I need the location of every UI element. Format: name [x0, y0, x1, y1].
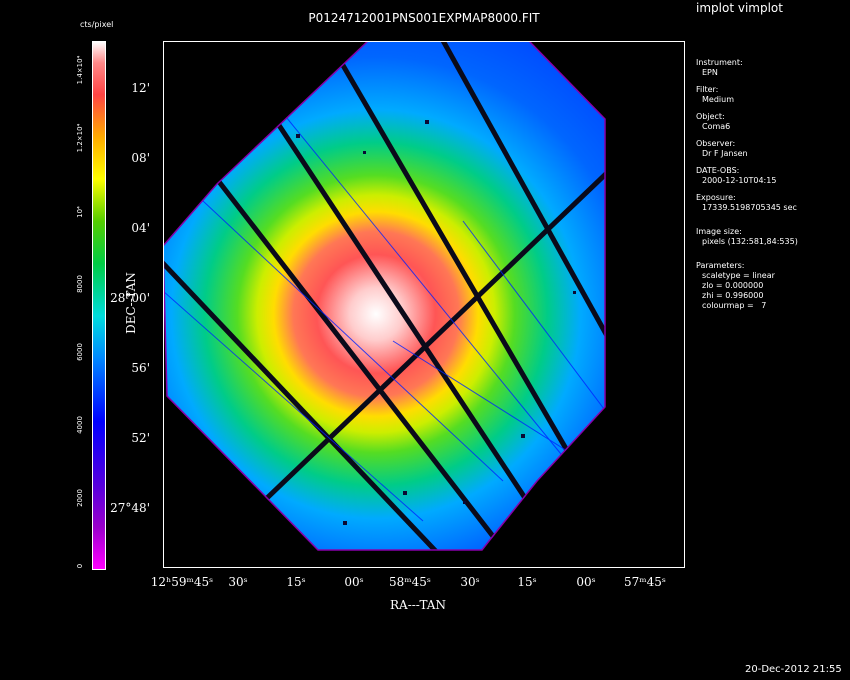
y-tick-label: 52': [131, 431, 150, 445]
info-date-obs: DATE-OBS: 2000-12-10T04:15: [696, 166, 846, 186]
info-value: 17339.5198705345 sec: [702, 203, 797, 212]
y-tick-label: 28°00': [110, 291, 150, 305]
info-object: Object: Coma6: [696, 112, 846, 132]
x-tick-label: 12ʰ59ᵐ45ˢ: [150, 575, 214, 589]
info-value: Coma6: [702, 122, 731, 131]
info-value: zlo = 0.000000: [702, 281, 764, 290]
info-value: colourmap = 7: [702, 301, 767, 310]
info-value: pixels (132:581,84:535): [702, 237, 798, 246]
y-tick-label: 27°48': [110, 501, 150, 515]
x-tick-label: 00ˢ: [344, 575, 364, 589]
info-key: DATE-OBS:: [696, 166, 740, 175]
x-tick-label: 58ᵐ45ˢ: [389, 575, 431, 589]
plot-frame: [163, 41, 685, 568]
y-tick-label: 04': [131, 221, 150, 235]
colorbar-label: 1.4×10⁴: [76, 55, 84, 85]
info-key: Instrument:: [696, 58, 743, 67]
info-key: Observer:: [696, 139, 736, 148]
x-tick-label: 30ˢ: [228, 575, 248, 589]
info-exposure: Exposure: 17339.5198705345 sec: [696, 193, 846, 213]
colorbar-label: 1.2×10⁴: [76, 123, 84, 153]
colorbar-unit-label: cts/pixel: [80, 20, 114, 29]
timestamp: 20-Dec-2012 21:55: [745, 664, 842, 675]
x-axis-label: RA---TAN: [390, 598, 446, 612]
info-filter: Filter: Medium: [696, 85, 846, 105]
app-title: implot vimplot: [696, 1, 783, 15]
info-key: Exposure:: [696, 193, 736, 202]
y-tick-label: 12': [131, 81, 150, 95]
x-tick-label: 30ˢ: [460, 575, 480, 589]
exposure-map-image: [163, 41, 606, 551]
info-value: 2000-12-10T04:15: [702, 176, 777, 185]
info-instrument: Instrument: EPN: [696, 58, 846, 78]
info-value: zhi = 0.996000: [702, 291, 764, 300]
info-image-size: Image size: pixels (132:581,84:535): [696, 227, 846, 247]
colorbar-label: 0: [76, 563, 84, 569]
info-key: Filter:: [696, 85, 719, 94]
x-tick-label: 57ᵐ45ˢ: [624, 575, 666, 589]
colorbar-label: 4000: [76, 416, 84, 434]
header-info-panel: Instrument: EPN Filter: Medium Object: C…: [696, 58, 846, 318]
y-axis-label: DEC--TAN: [124, 272, 138, 334]
info-observer: Observer: Dr F Jansen: [696, 139, 846, 159]
colorbar-label: 10⁴: [76, 206, 84, 218]
info-value: scaletype = linear: [702, 271, 775, 280]
colorbar-label: 2000: [76, 489, 84, 507]
info-parameters: Parameters: scaletype = linear zlo = 0.0…: [696, 261, 846, 311]
info-value: Dr F Jansen: [702, 149, 748, 158]
colorbar-label: 6000: [76, 343, 84, 361]
x-tick-label: 15ˢ: [286, 575, 306, 589]
colorbar-label: 8000: [76, 275, 84, 293]
image-title: P0124712001PNS001EXPMAP8000.FIT: [308, 11, 540, 25]
info-key: Object:: [696, 112, 725, 121]
y-tick-label: 08': [131, 151, 150, 165]
info-value: Medium: [702, 95, 734, 104]
info-key: Image size:: [696, 227, 742, 236]
x-tick-label: 00ˢ: [576, 575, 596, 589]
y-tick-label: 56': [131, 361, 150, 375]
info-key: Parameters:: [696, 261, 745, 270]
x-tick-label: 15ˢ: [517, 575, 537, 589]
colorbar: [92, 41, 106, 570]
info-value: EPN: [702, 68, 718, 77]
